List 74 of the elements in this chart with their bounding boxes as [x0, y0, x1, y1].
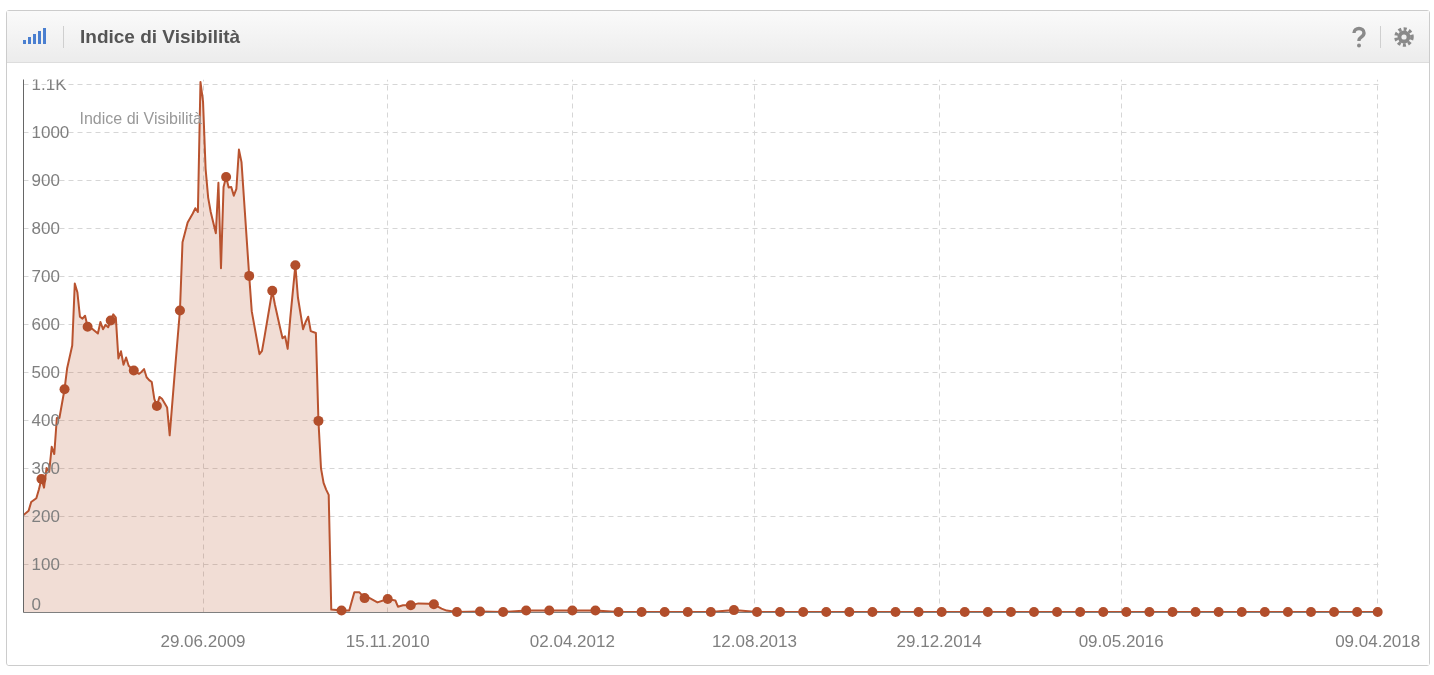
x-tick-label: 09.05.2016 [1078, 631, 1164, 651]
point [982, 607, 993, 618]
point [1372, 607, 1383, 618]
point [590, 605, 601, 616]
point [451, 607, 462, 618]
y-tick-label: 100 [31, 555, 60, 575]
point [844, 607, 855, 618]
point [105, 315, 116, 326]
chart-title: Indice di Visibilità [80, 25, 241, 50]
point [613, 607, 624, 618]
point [336, 605, 347, 616]
point [290, 260, 301, 271]
x-tick-label: 15.11.2010 [345, 631, 430, 651]
y-tick-label: 900 [31, 171, 60, 191]
point [1144, 607, 1155, 618]
point [359, 593, 370, 604]
point [1236, 607, 1247, 618]
point [59, 384, 70, 395]
point [1352, 607, 1363, 618]
point [174, 305, 185, 316]
point [1167, 607, 1178, 618]
point [221, 171, 232, 182]
point [1213, 607, 1224, 618]
point [405, 600, 416, 611]
point [267, 285, 278, 296]
point [1259, 607, 1270, 618]
point [428, 599, 439, 610]
y-tick-label: 0 [31, 594, 41, 614]
x-tick-label: 29.12.2014 [896, 631, 982, 651]
point [636, 607, 647, 618]
point [890, 607, 901, 618]
point [913, 607, 924, 618]
y-tick-label: 600 [31, 315, 60, 335]
point [867, 607, 878, 618]
point [544, 605, 555, 616]
point [1121, 607, 1132, 618]
point [567, 605, 578, 616]
point [821, 607, 832, 618]
point [1305, 607, 1316, 618]
point [775, 607, 786, 618]
point [382, 594, 393, 605]
y-tick-label: 500 [31, 363, 60, 383]
point [752, 607, 763, 618]
y-tick-label: 800 [31, 219, 60, 239]
point [128, 365, 139, 376]
point [959, 607, 970, 618]
point [82, 321, 93, 332]
point [1098, 607, 1109, 618]
y-tick-label: 1000 [31, 123, 70, 143]
point [313, 415, 324, 426]
point [682, 607, 693, 618]
point [1052, 607, 1063, 618]
point [151, 401, 162, 412]
point [936, 607, 947, 618]
y-tick-label: 200 [31, 507, 60, 527]
point [1005, 607, 1016, 618]
point [244, 270, 255, 281]
point [1329, 607, 1340, 618]
x-tick-label: 02.04.2012 [529, 631, 615, 651]
point [659, 607, 670, 618]
x-tick-label: 09.04.2018 [1335, 631, 1421, 651]
y-tick-label: 700 [31, 267, 60, 287]
point [1282, 607, 1293, 618]
point [1075, 607, 1086, 618]
x-tick-label: 12.08.2013 [711, 631, 797, 651]
point [1190, 607, 1201, 618]
point [728, 605, 739, 616]
x-tick-label: 29.06.2009 [160, 631, 246, 651]
point [1029, 607, 1039, 618]
point [705, 607, 716, 618]
point [475, 606, 486, 617]
point [798, 607, 809, 618]
point [498, 607, 509, 618]
point [521, 605, 532, 616]
